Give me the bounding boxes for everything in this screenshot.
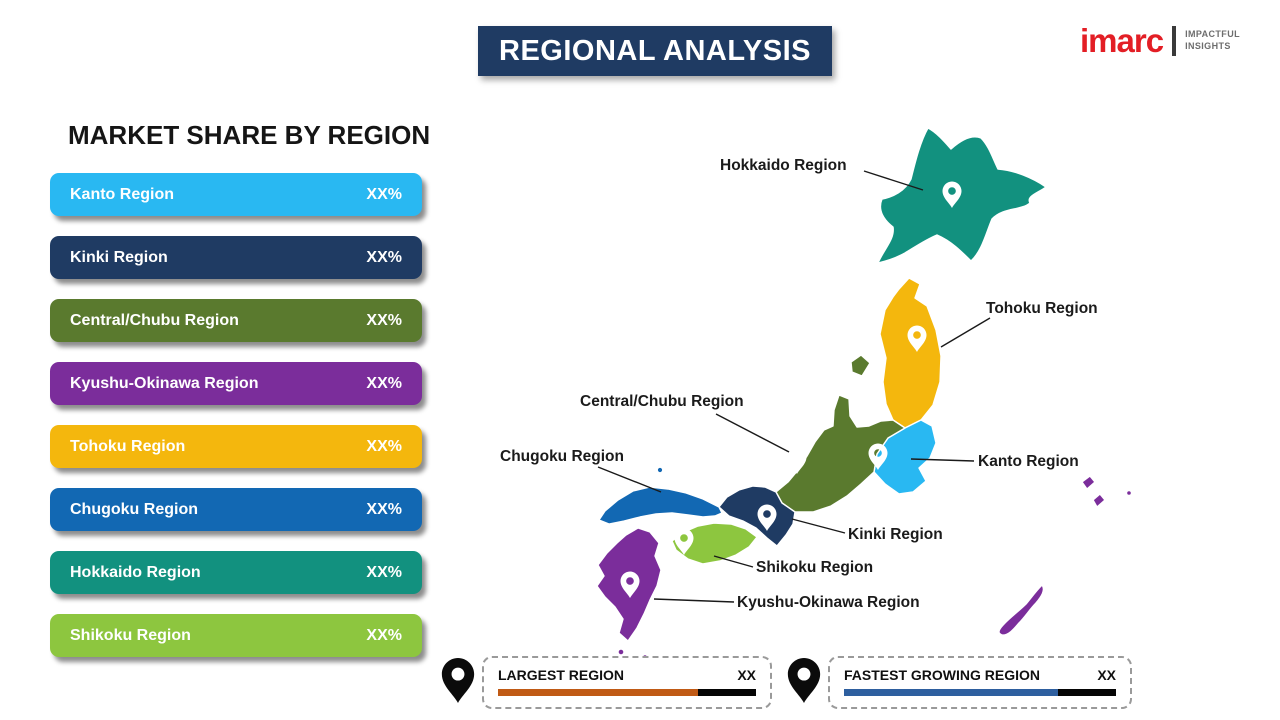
share-bar-label: Kyushu-Okinawa Region bbox=[70, 374, 259, 392]
share-bar-label: Kinki Region bbox=[70, 248, 168, 266]
island-okinawa-small-2 bbox=[1092, 493, 1106, 508]
leader-line-kyushu-okinawa bbox=[653, 598, 735, 603]
map-pin-hokkaido bbox=[942, 181, 962, 208]
share-bar-kanto: Kanto Region XX% bbox=[50, 173, 422, 216]
map-legend: LARGEST REGION XX FASTEST GROWING REGION… bbox=[440, 656, 1132, 709]
share-bar-tohoku: Tohoku Region XX% bbox=[50, 425, 422, 468]
legend-largest-box: LARGEST REGION XX bbox=[482, 656, 772, 709]
legend-fastest-box: FASTEST GROWING REGION XX bbox=[828, 656, 1132, 709]
island-oki bbox=[656, 466, 664, 474]
map-label-kanto: Kanto Region bbox=[978, 453, 1079, 470]
share-bar-shikoku: Shikoku Region XX% bbox=[50, 614, 422, 657]
legend-fastest-bar bbox=[844, 689, 1116, 696]
map-pin-kinki bbox=[757, 504, 777, 531]
share-bar-label: Tohoku Region bbox=[70, 437, 186, 455]
leader-line-chugoku bbox=[597, 466, 662, 493]
legend-fastest-bar-end bbox=[1058, 689, 1116, 696]
share-bar-value: XX% bbox=[366, 311, 402, 329]
legend-fastest-label: FASTEST GROWING REGION bbox=[844, 667, 1041, 683]
map-label-shikoku: Shikoku Region bbox=[756, 559, 874, 576]
map-pin-okinawa bbox=[1004, 556, 1024, 583]
leader-line-tohoku bbox=[940, 317, 991, 348]
legend-largest-value: XX bbox=[737, 667, 756, 683]
map-label-central-chubu: Central/Chubu Region bbox=[580, 393, 744, 410]
region-kinki bbox=[718, 485, 796, 547]
share-bar-value: XX% bbox=[366, 248, 402, 266]
logo-tagline-line1: IMPACTFUL bbox=[1185, 29, 1240, 40]
share-bar-label: Kanto Region bbox=[70, 185, 174, 203]
map-pin-central-chubu bbox=[787, 447, 807, 474]
legend-fastest-value: XX bbox=[1097, 667, 1116, 683]
map-label-hokkaido: Hokkaido Region bbox=[720, 157, 847, 174]
map-label-tohoku: Tohoku Region bbox=[986, 300, 1098, 317]
imarc-logo: imarc IMPACTFUL INSIGHTS bbox=[1080, 24, 1240, 57]
leader-line-kanto bbox=[910, 458, 975, 462]
legend-largest-bar bbox=[498, 689, 756, 696]
map-pin-tohoku bbox=[907, 325, 927, 352]
share-bar-hokkaido: Hokkaido Region XX% bbox=[50, 551, 422, 594]
legend-largest-label: LARGEST REGION bbox=[498, 667, 625, 683]
share-bar-value: XX% bbox=[366, 437, 402, 455]
share-bar-label: Chugoku Region bbox=[70, 500, 198, 518]
imarc-logo-text: imarc bbox=[1080, 22, 1164, 59]
share-bar-value: XX% bbox=[366, 626, 402, 644]
map-pin-kanto bbox=[868, 443, 888, 470]
region-hokkaido bbox=[877, 127, 1047, 264]
legend-fastest-bar-fill bbox=[844, 689, 1058, 696]
leader-line-central-chubu bbox=[715, 413, 792, 454]
market-share-heading: MARKET SHARE BY REGION bbox=[68, 120, 431, 150]
legend-largest-region: LARGEST REGION XX bbox=[440, 656, 772, 709]
share-bar-label: Hokkaido Region bbox=[70, 563, 201, 581]
region-chugoku bbox=[598, 486, 723, 525]
logo-tagline-line2: INSIGHTS bbox=[1185, 40, 1231, 51]
legend-fastest-growing-region: FASTEST GROWING REGION XX bbox=[786, 656, 1132, 709]
share-bar-chugoku: Chugoku Region XX% bbox=[50, 488, 422, 531]
logo-tagline: IMPACTFUL INSIGHTS bbox=[1185, 29, 1240, 52]
share-bar-label: Shikoku Region bbox=[70, 626, 191, 644]
map-pin-shikoku bbox=[674, 528, 694, 555]
region-shikoku bbox=[671, 522, 758, 565]
legend-largest-bar-end bbox=[698, 689, 756, 696]
share-bar-value: XX% bbox=[366, 185, 402, 203]
leader-line-hokkaido bbox=[863, 170, 924, 191]
map-label-kyushu-okinawa: Kyushu-Okinawa Region bbox=[737, 594, 920, 611]
market-share-list: Kanto Region XX% Kinki Region XX% Centra… bbox=[50, 173, 422, 657]
region-tohoku bbox=[879, 277, 942, 429]
map-label-chugoku: Chugoku Region bbox=[500, 448, 624, 465]
leader-line-kinki bbox=[791, 518, 846, 534]
legend-largest-bar-fill bbox=[498, 689, 698, 696]
region-kyushu bbox=[596, 527, 662, 642]
leader-line-shikoku bbox=[713, 555, 754, 568]
share-bar-central-chubu: Central/Chubu Region XX% bbox=[50, 299, 422, 342]
map-pin-kyushu bbox=[620, 571, 640, 598]
location-pin-icon bbox=[787, 657, 821, 703]
island-okinawa-main bbox=[998, 584, 1045, 636]
share-bar-kyushu-okinawa: Kyushu-Okinawa Region XX% bbox=[50, 362, 422, 405]
share-bar-kinki: Kinki Region XX% bbox=[50, 236, 422, 279]
page-title-bar: REGIONAL ANALYSIS bbox=[478, 26, 832, 76]
share-bar-value: XX% bbox=[366, 500, 402, 518]
island-sado bbox=[850, 354, 871, 377]
page-title: REGIONAL ANALYSIS bbox=[499, 34, 811, 67]
share-bar-value: XX% bbox=[366, 563, 402, 581]
share-bar-label: Central/Chubu Region bbox=[70, 311, 239, 329]
logo-divider bbox=[1172, 25, 1177, 56]
island-okinawa-small-3 bbox=[1125, 489, 1133, 497]
share-bar-value: XX% bbox=[366, 374, 402, 392]
region-central-chubu bbox=[775, 394, 906, 513]
map-label-kinki: Kinki Region bbox=[848, 526, 943, 543]
island-okinawa-small-1 bbox=[1081, 475, 1096, 490]
island-kyushu-islet-1 bbox=[617, 648, 625, 656]
location-pin-icon bbox=[441, 657, 475, 703]
